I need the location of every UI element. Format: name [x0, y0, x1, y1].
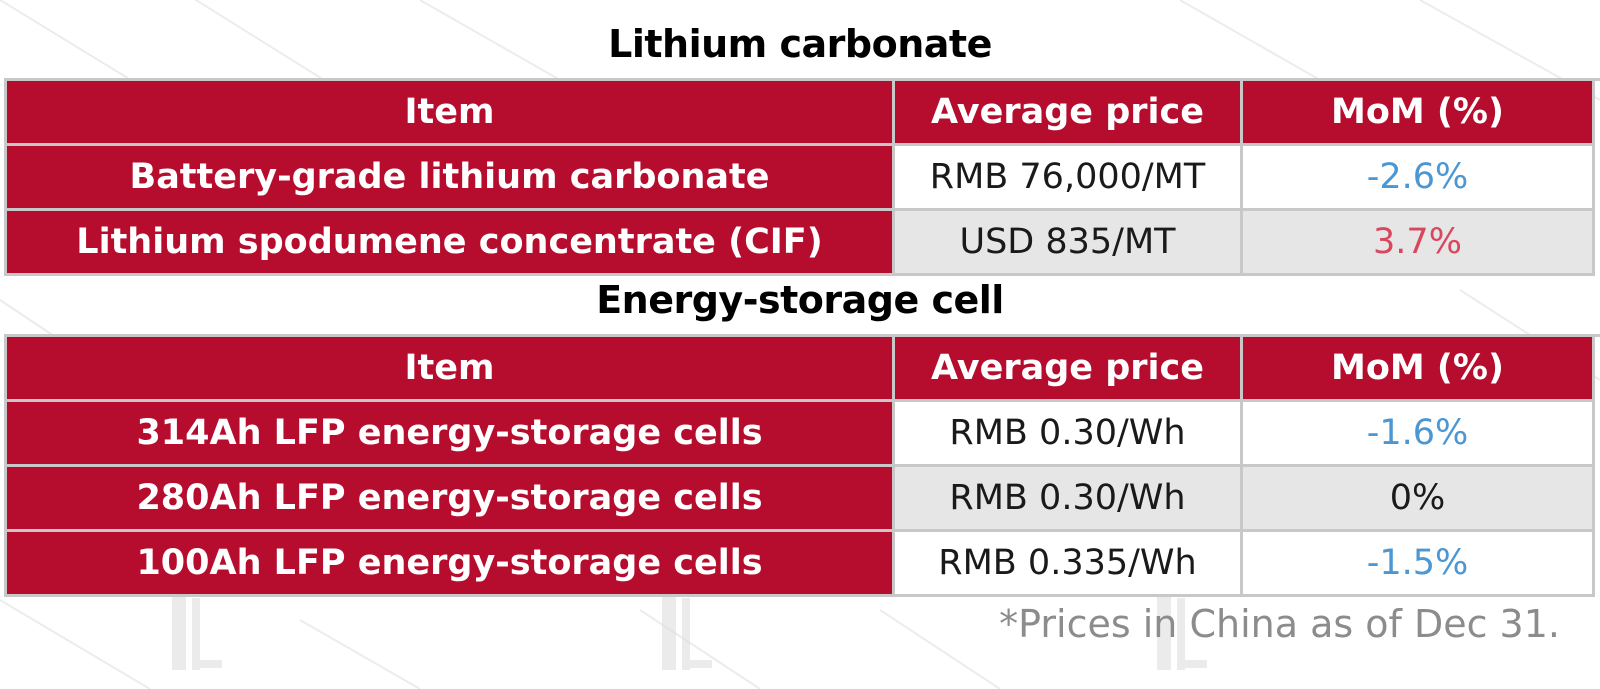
row-mom-change: 0%: [1243, 467, 1595, 532]
row-mom-change: 3.7%: [1243, 211, 1595, 276]
row-average-price: RMB 0.335/Wh: [895, 532, 1243, 597]
lithium-price-table: Item Average price MoM (%) Battery-grade…: [4, 78, 1600, 276]
column-header-item: Item: [7, 81, 895, 146]
row-item-name: 100Ah LFP energy-storage cells: [7, 532, 895, 597]
row-mom-change: -1.5%: [1243, 532, 1595, 597]
row-average-price: RMB 76,000/MT: [895, 146, 1243, 211]
column-header-mom: MoM (%): [1243, 337, 1595, 402]
column-header-mom: MoM (%): [1243, 81, 1595, 146]
row-average-price: RMB 0.30/Wh: [895, 402, 1243, 467]
row-item-name: 280Ah LFP energy-storage cells: [7, 467, 895, 532]
storage-section-title: Energy-storage cell: [596, 278, 1004, 322]
row-item-name: Battery-grade lithium carbonate: [7, 146, 895, 211]
column-header-item: Item: [7, 337, 895, 402]
row-item-name: Lithium spodumene concentrate (CIF): [7, 211, 895, 276]
row-mom-change: -1.6%: [1243, 402, 1595, 467]
row-item-name: 314Ah LFP energy-storage cells: [7, 402, 895, 467]
column-header-average-price: Average price: [895, 81, 1243, 146]
row-average-price: RMB 0.30/Wh: [895, 467, 1243, 532]
lithium-section-title: Lithium carbonate: [608, 22, 992, 66]
column-header-average-price: Average price: [895, 337, 1243, 402]
row-mom-change: -2.6%: [1243, 146, 1595, 211]
storage-price-table: Item Average price MoM (%) 314Ah LFP ene…: [4, 334, 1600, 597]
row-average-price: USD 835/MT: [895, 211, 1243, 276]
footnote: *Prices in China as of Dec 31.: [999, 602, 1560, 646]
